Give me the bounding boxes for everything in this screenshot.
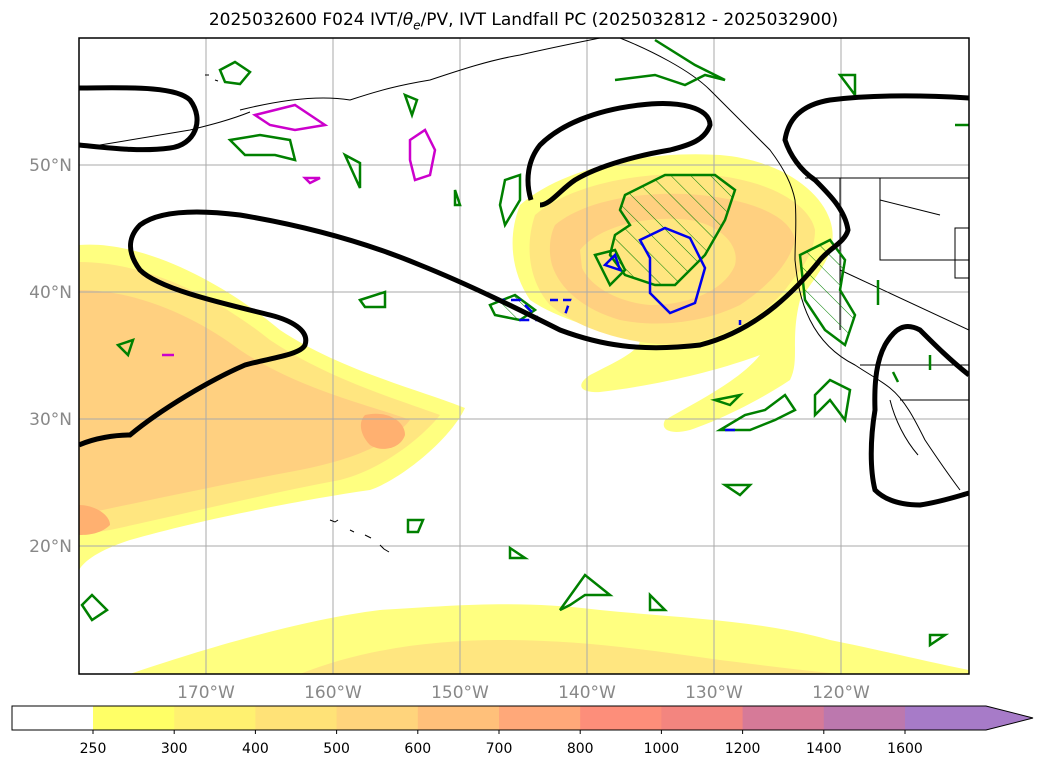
colorbar-segment: [255, 706, 338, 730]
colorbar-tick-label: 600: [404, 741, 431, 757]
colorbar-segment: [336, 706, 419, 730]
lat-label-50: 50°N: [29, 156, 72, 176]
theta-e-contours: [79, 85, 969, 508]
colorbar-segment: [823, 706, 906, 730]
ivt-plume-south: [130, 604, 969, 674]
colorbar-extend-arrow: [986, 706, 1033, 730]
colorbar-segment: [742, 706, 825, 730]
colorbar-tick-label: 1000: [644, 741, 680, 757]
lat-label-20: 20°N: [29, 537, 72, 557]
colorbar-tick-label: 500: [323, 741, 350, 757]
lon-label-150w: 150°W: [431, 683, 489, 703]
pv-contours-magenta: [162, 103, 437, 357]
colorbar-segment: [580, 706, 662, 730]
map-title: 2025032600 F024 IVT/θe/PV, IVT Landfall …: [208, 10, 839, 33]
colorbar-under-segment: [12, 706, 93, 730]
colorbar-tick-label: 400: [242, 741, 269, 757]
colorbar-segment: [174, 706, 256, 730]
lon-label-160w: 160°W: [304, 683, 362, 703]
lat-label-40: 40°N: [29, 283, 72, 303]
colorbar-tick-label: 1600: [887, 741, 923, 757]
lon-label-120w: 120°W: [812, 683, 870, 703]
colorbar-tick-label: 1200: [725, 741, 761, 757]
colorbar-tick-label: 700: [486, 741, 513, 757]
lat-label-30: 30°N: [29, 410, 72, 430]
colorbar-tick-label: 800: [567, 741, 594, 757]
colorbar-segment: [905, 706, 986, 730]
colorbar-segment: [499, 706, 581, 730]
colorbar-tick-label: 300: [161, 741, 188, 757]
colorbar-tick-label: 1400: [806, 741, 842, 757]
colorbar: 250 300 400 500 600 700 800 1000 1200 1400 1600: [11, 705, 1034, 757]
lon-label-130w: 130°W: [685, 683, 743, 703]
colorbar-segment: [661, 706, 744, 730]
lon-label-140w: 140°W: [558, 683, 616, 703]
colorbar-outline: [11, 705, 1034, 731]
map-border: [78, 37, 970, 675]
colorbar-tick-label: 250: [80, 741, 107, 757]
ivt-plume-west: [79, 244, 465, 570]
colorbar-segment: [417, 706, 500, 730]
colorbar-segment: [93, 706, 175, 730]
lon-label-170w: 170°W: [177, 683, 235, 703]
pv-contours-blue: [495, 226, 742, 432]
